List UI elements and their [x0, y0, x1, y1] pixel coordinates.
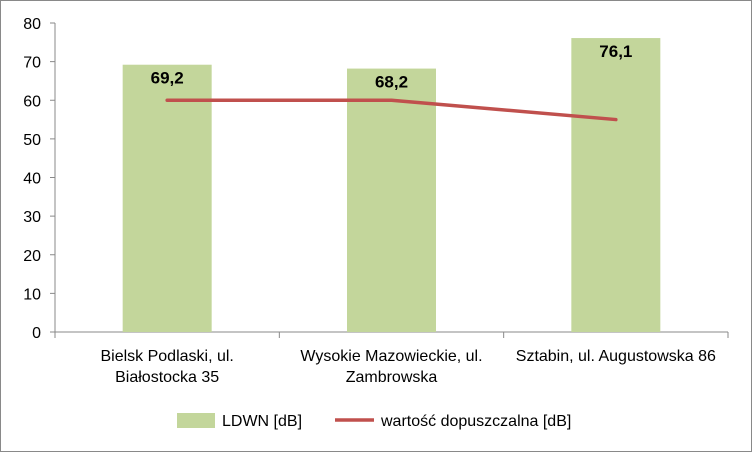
y-tick-label: 50 — [23, 132, 41, 149]
x-category-label: Zambrowska — [346, 369, 438, 386]
y-tick-label: 80 — [23, 16, 41, 33]
legend-label-bar: LDWN [dB] — [222, 413, 302, 430]
line-series — [165, 98, 618, 122]
y-tick-label: 30 — [23, 209, 41, 226]
x-category-label: Wysokie Mazowieckie, ul. — [300, 348, 482, 365]
bar — [347, 68, 436, 332]
bar-value-label: 69,2 — [151, 69, 184, 88]
legend-label-line: wartość dopuszczalna [dB] — [380, 413, 571, 430]
bar — [122, 64, 212, 332]
y-tick-label: 10 — [23, 286, 41, 303]
bar — [571, 38, 661, 332]
x-category-label: Białostocka 35 — [115, 369, 219, 386]
x-category-label: Sztabin, ul. Augustowska 86 — [516, 348, 716, 365]
x-category-label: Bielsk Podlaski, ul. — [100, 348, 233, 365]
y-tick-label: 0 — [32, 325, 41, 342]
legend-swatch-bar — [177, 413, 215, 428]
bar-value-label: 68,2 — [375, 73, 408, 92]
bar-value-label: 76,1 — [599, 42, 632, 61]
y-tick-label: 20 — [23, 248, 41, 265]
y-tick-label: 60 — [23, 93, 41, 110]
y-tick-label: 40 — [23, 171, 41, 188]
y-tick-label: 70 — [23, 55, 41, 72]
